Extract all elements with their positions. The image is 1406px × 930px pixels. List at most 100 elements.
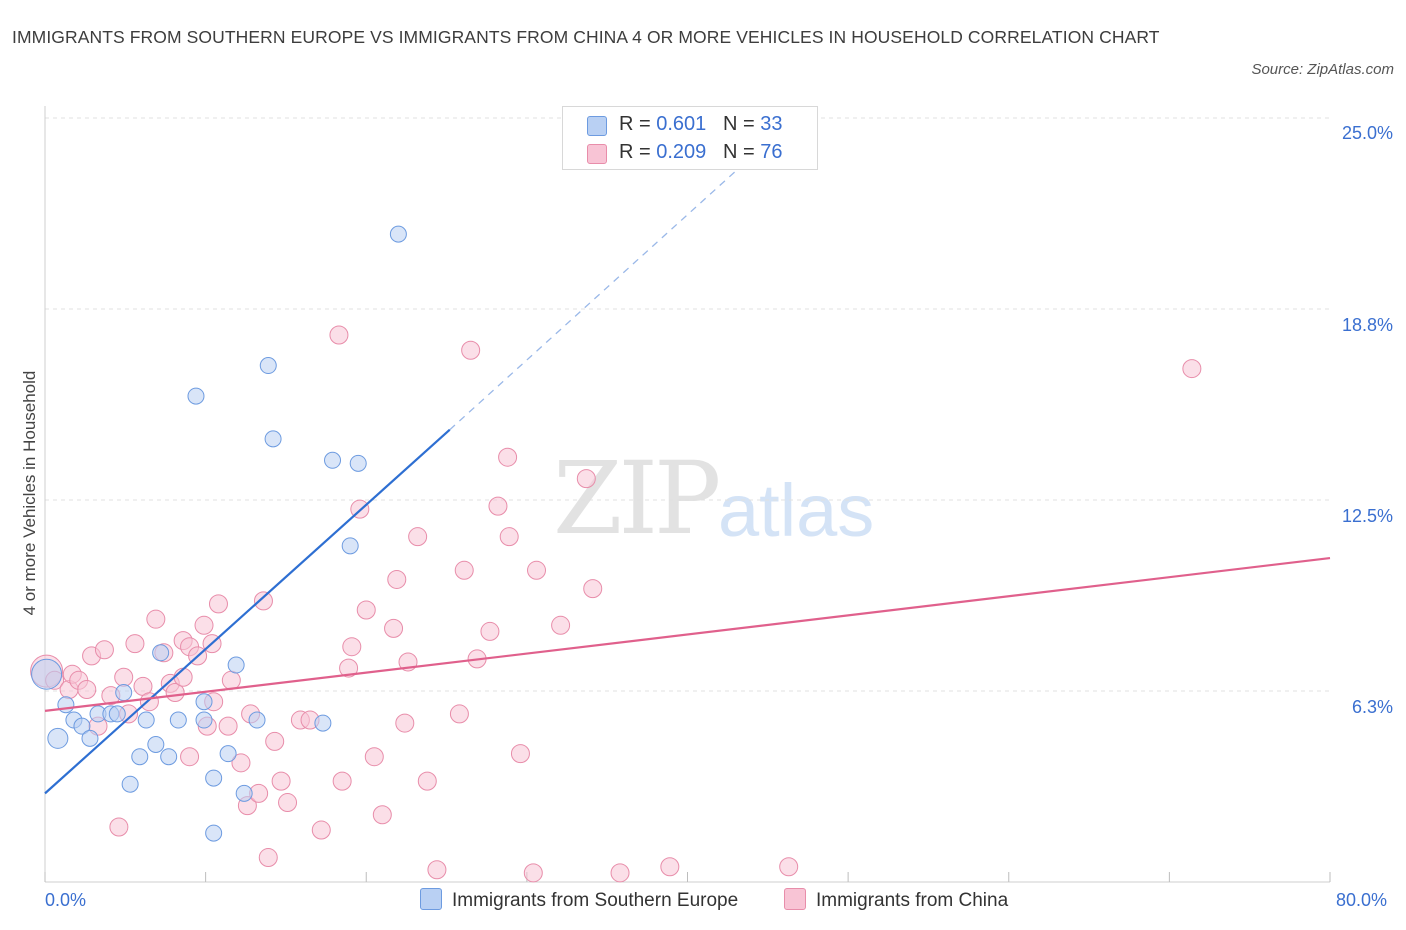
point-southern-europe-2 [57, 696, 75, 714]
legend-text-southern-europe: R = 0.601 N = 33 [619, 113, 782, 136]
stats-legend: R = 0.601 N = 33 R = 0.209 N = 76 [562, 106, 818, 170]
legend-swatch-blue [587, 116, 607, 136]
point-southern-europe-27 [264, 430, 282, 448]
point-china-25 [194, 615, 214, 635]
point-china-44 [329, 325, 349, 345]
legend-n-label: N = [722, 113, 761, 135]
point-southern-europe-25 [248, 711, 266, 729]
point-china-51 [372, 805, 392, 825]
point-china-31 [221, 670, 241, 690]
x-tick-label-min: 0.0% [45, 890, 87, 910]
point-china-11 [114, 667, 134, 687]
point-southern-europe-15 [160, 748, 178, 766]
point-china-5 [77, 679, 97, 699]
point-china-43 [311, 820, 331, 840]
point-china-59 [449, 704, 469, 724]
bottom-legend-china: Immigrants from China [784, 888, 1008, 912]
point-southern-europe-20 [205, 769, 223, 787]
point-china-75 [779, 857, 799, 877]
point-china-23 [180, 747, 200, 767]
trend-line-southern-europe [44, 428, 451, 795]
point-southern-europe-32 [389, 225, 407, 243]
bottom-legend-southern-europe: Immigrants from Southern Europe [420, 888, 738, 912]
point-southern-europe-16 [169, 711, 187, 729]
point-southern-europe-30 [341, 537, 359, 555]
point-china-30 [218, 716, 238, 736]
legend-text-china: R = 0.209 N = 76 [619, 141, 782, 164]
point-southern-europe-8 [108, 705, 126, 723]
y-tick-label-25-0: 25.0% [1341, 123, 1393, 143]
legend-swatch-pink [587, 144, 607, 164]
trend-line-china [44, 556, 1331, 712]
point-china-69 [527, 560, 547, 580]
bottom-legend-label-china: Immigrants from China [816, 890, 1009, 911]
point-southern-europe-19 [195, 711, 213, 729]
point-southern-europe-29 [349, 454, 367, 472]
point-southern-europe-11 [131, 748, 149, 766]
watermark-atlas: atlas [718, 469, 875, 552]
legend-n-value: 76 [760, 141, 783, 163]
point-southern-europe-28 [324, 451, 342, 469]
point-china-16 [146, 609, 166, 629]
point-southern-europe-13 [147, 735, 165, 753]
legend-r-value: 0.209 [656, 141, 707, 163]
point-southern-europe-18 [195, 693, 213, 711]
point-china-70 [551, 615, 571, 635]
point-china-76 [1182, 359, 1202, 379]
legend-r-value: 0.601 [656, 113, 707, 135]
point-china-47 [342, 637, 362, 657]
bottom-legend-label-southern-europe: Immigrants from Southern Europe [452, 890, 739, 911]
point-china-38 [265, 731, 285, 751]
point-china-20 [173, 667, 193, 687]
point-china-64 [488, 496, 508, 516]
point-southern-europe-24 [235, 784, 253, 802]
point-china-58 [427, 860, 447, 880]
point-china-73 [610, 863, 630, 883]
bottom-legend-swatch-blue [420, 888, 442, 910]
point-china-54 [395, 713, 415, 733]
point-china-39 [271, 771, 291, 791]
chart-title: IMMIGRANTS FROM SOUTHERN EUROPE VS IMMIG… [12, 27, 1160, 47]
point-china-49 [356, 600, 376, 620]
point-china-45 [332, 771, 352, 791]
point-china-61 [461, 340, 481, 360]
point-china-8 [94, 640, 114, 660]
point-southern-europe-21 [205, 824, 223, 842]
point-southern-europe-22 [219, 745, 237, 763]
point-china-29 [208, 594, 228, 614]
point-southern-europe-26 [259, 357, 277, 375]
legend-n-label: N = [722, 141, 761, 163]
point-china-68 [523, 863, 543, 883]
watermark-zip: ZIP [553, 440, 721, 557]
y-axis-label: 4 or more Vehicles in Household [20, 370, 39, 616]
point-china-10 [109, 817, 129, 837]
point-china-72 [583, 579, 603, 599]
point-china-32 [231, 753, 251, 773]
point-china-53 [387, 569, 407, 589]
point-southern-europe-0 [31, 658, 63, 690]
point-china-15 [139, 692, 159, 712]
source-label: Source: ZipAtlas.com [1251, 61, 1394, 78]
trend-line-southern-europe-extension [449, 163, 745, 431]
point-southern-europe-14 [152, 644, 170, 662]
point-southern-europe-23 [227, 656, 245, 674]
point-china-66 [499, 527, 519, 547]
point-china-60 [454, 560, 474, 580]
point-china-71 [576, 469, 596, 489]
point-china-37 [258, 848, 278, 868]
point-southern-europe-5 [81, 729, 99, 747]
point-southern-europe-9 [115, 684, 133, 702]
y-tick-label-18-8: 18.8% [1341, 315, 1393, 335]
point-china-13 [125, 634, 145, 654]
point-china-67 [510, 744, 530, 764]
point-china-56 [408, 527, 428, 547]
point-southern-europe-1 [47, 727, 69, 749]
point-china-52 [384, 618, 404, 638]
point-china-40 [278, 793, 298, 813]
y-tick-label-12-5: 12.5% [1341, 506, 1393, 526]
legend-r-label: R = [619, 113, 657, 135]
point-china-50 [364, 747, 384, 767]
point-china-74 [660, 857, 680, 877]
legend-r-label: R = [619, 141, 657, 163]
point-china-63 [480, 621, 500, 641]
